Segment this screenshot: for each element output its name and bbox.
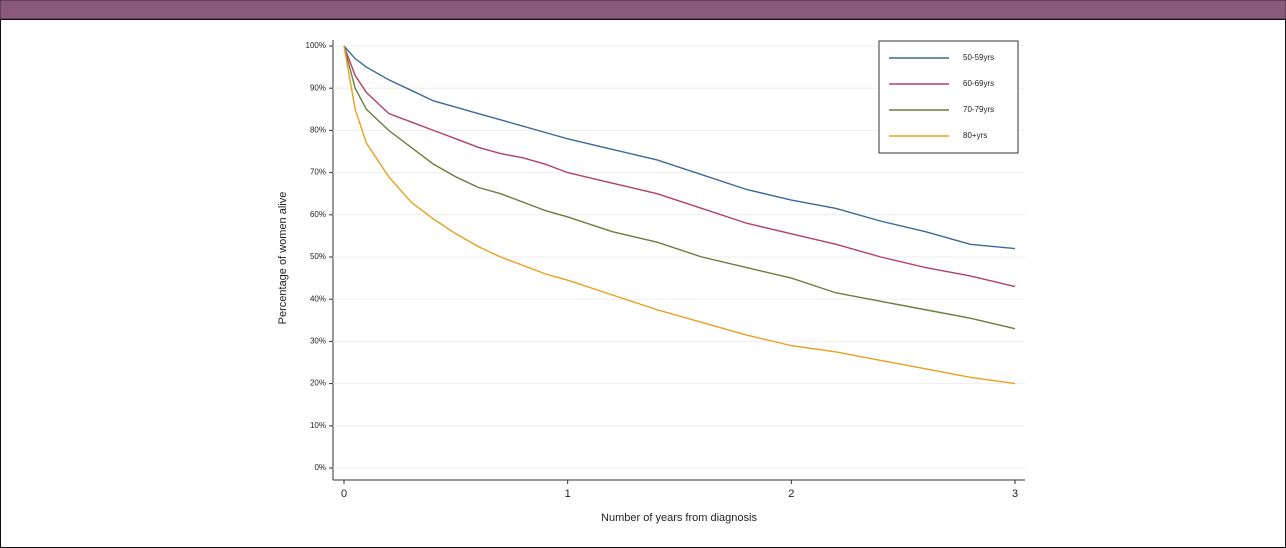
survival-line — [343, 45, 1016, 330]
y-tick-label: 100% — [306, 41, 326, 50]
y-tick-label: 80% — [310, 126, 326, 135]
y-tick-label: 70% — [310, 168, 326, 177]
x-tick-label: 3 — [1012, 488, 1018, 500]
content-frame — [0, 19, 1286, 548]
y-tick-label: 10% — [310, 421, 326, 430]
y-tick-label: 50% — [310, 252, 326, 261]
y-axis-label: Percentage of women alive — [277, 192, 289, 325]
legend-label: 60-69yrs — [963, 79, 994, 88]
y-tick-label: 40% — [310, 294, 326, 303]
x-tick-label: 1 — [565, 488, 571, 500]
y-tick-label: 30% — [310, 337, 326, 346]
legend-label: 50-59yrs — [963, 53, 994, 62]
x-tick-label: 0 — [341, 488, 347, 500]
survival-line — [343, 45, 1016, 385]
legend-box — [878, 40, 1019, 154]
header-bar — [0, 0, 1286, 20]
y-tick-label: 0% — [314, 463, 326, 472]
x-axis-label: Number of years from diagnosis — [601, 512, 757, 524]
y-tick-label: 60% — [310, 210, 326, 219]
y-tick-label: 90% — [310, 83, 326, 92]
y-tick-label: 20% — [310, 379, 326, 388]
legend-label: 70-79yrs — [963, 105, 994, 114]
legend-label: 80+yrs — [963, 131, 987, 140]
x-tick-label: 2 — [788, 488, 794, 500]
survival-line — [343, 45, 1016, 288]
survival-line — [343, 45, 1016, 250]
